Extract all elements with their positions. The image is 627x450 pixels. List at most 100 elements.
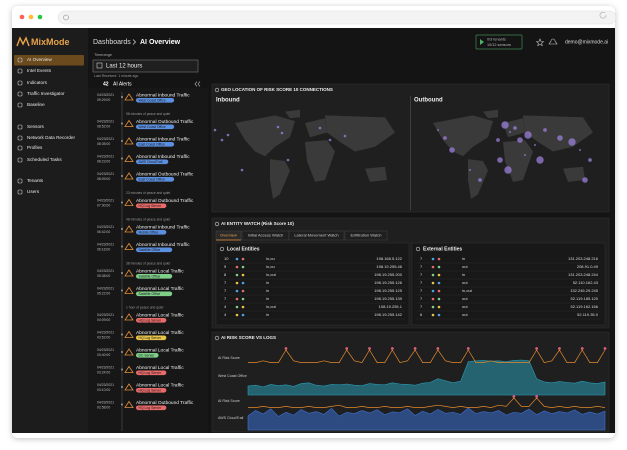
alert-name[interactable]: Abnormal Local Traffic bbox=[136, 268, 184, 274]
nav-item[interactable]: Indicators bbox=[27, 80, 48, 85]
map-dot bbox=[496, 138, 500, 142]
risk-marker[interactable] bbox=[368, 347, 371, 350]
minimize-dot[interactable] bbox=[28, 14, 34, 20]
bell-icon[interactable] bbox=[548, 38, 558, 45]
alert-name[interactable]: Abnormal Inbound Traffic bbox=[136, 136, 190, 142]
nav-item[interactable]: Profiles bbox=[27, 145, 43, 150]
map-dot bbox=[517, 137, 523, 143]
entity-dot bbox=[241, 273, 245, 277]
alert-tag bbox=[136, 335, 167, 341]
url-bar[interactable] bbox=[57, 10, 617, 25]
risk-marker[interactable] bbox=[390, 347, 394, 350]
breadcrumb[interactable]: Dashboards bbox=[93, 39, 131, 46]
risk-marker[interactable] bbox=[284, 347, 288, 350]
alert-tag-label: Satellite Office bbox=[139, 274, 161, 278]
entity-dot bbox=[437, 313, 441, 317]
nav-item[interactable]: Intel Events bbox=[27, 68, 52, 73]
tab[interactable] bbox=[288, 230, 345, 241]
entity-direction: in bbox=[266, 288, 269, 293]
sensors: 10/12 sensors bbox=[487, 43, 511, 47]
star-icon[interactable] bbox=[535, 38, 545, 47]
panel-icon bbox=[214, 221, 220, 227]
logo-icon bbox=[16, 36, 30, 47]
risk-marker[interactable] bbox=[466, 347, 470, 350]
alert-name[interactable]: Abnormal Inbound Traffic bbox=[136, 224, 190, 230]
risk-marker[interactable] bbox=[345, 347, 349, 350]
alert-tag-label: Mobile Office bbox=[139, 230, 159, 234]
alert-title: AI Alerts bbox=[113, 81, 132, 87]
tenant-box[interactable] bbox=[475, 34, 523, 50]
alert-name[interactable]: Abnormal Local Traffic bbox=[136, 382, 184, 388]
alert-time: 09:29:00 bbox=[97, 98, 110, 102]
alert-date: 04/23/2021 bbox=[97, 242, 114, 246]
calendar-icon bbox=[96, 62, 103, 69]
map-dot bbox=[501, 121, 509, 129]
entity-ip: 208.91.0.49 bbox=[577, 264, 599, 269]
map-dot bbox=[318, 126, 322, 130]
collapse-icon[interactable] bbox=[194, 81, 201, 87]
alert-name[interactable]: Abnormal Outbound Traffic bbox=[136, 198, 194, 204]
nav-item[interactable]: Sensors bbox=[27, 124, 45, 129]
alert-tag bbox=[136, 230, 167, 235]
entity-count: 4 bbox=[224, 304, 227, 309]
tab-label: Overview bbox=[220, 233, 237, 238]
entity-direction: in,ou bbox=[266, 256, 275, 261]
alert-name[interactable]: Abnormal Local Traffic bbox=[136, 286, 184, 292]
user[interactable]: demo@mixmode.ai bbox=[565, 39, 608, 45]
alert-name[interactable]: Abnormal Outbound Traffic bbox=[136, 171, 194, 177]
entity-direction: in,ou bbox=[266, 264, 275, 269]
alert-name[interactable]: Abnormal Inbound Traffic bbox=[136, 154, 190, 160]
alert-name[interactable]: Abnormal Outbound Traffic bbox=[136, 400, 194, 406]
table-icon bbox=[415, 246, 421, 252]
nav-icon bbox=[17, 189, 23, 195]
alert-name[interactable]: Abnormal Outbound Traffic bbox=[136, 119, 194, 125]
timeline-dot bbox=[120, 403, 124, 406]
risk-marker[interactable] bbox=[558, 347, 561, 350]
alert-name[interactable]: Abnormal Inbound Traffic bbox=[136, 242, 190, 248]
nav-item[interactable]: Tenants bbox=[27, 178, 44, 183]
alert-name[interactable]: Abnormal Inbound Traffic bbox=[136, 92, 190, 98]
risk-marker[interactable] bbox=[535, 395, 539, 398]
timeline-dot bbox=[120, 122, 124, 125]
timeline-dot bbox=[120, 368, 124, 371]
alert-time: 03:40:00 bbox=[97, 353, 110, 357]
entity-count: 7 bbox=[420, 272, 423, 277]
map-dot bbox=[497, 157, 503, 163]
map-dot bbox=[478, 178, 482, 182]
map-dot bbox=[568, 138, 576, 146]
tab[interactable] bbox=[344, 230, 388, 241]
alert-date: 04/23/2021 bbox=[97, 172, 114, 176]
nav-item[interactable]: Baseline bbox=[27, 102, 45, 107]
map-dot bbox=[543, 128, 547, 132]
entity-direction: out bbox=[462, 280, 468, 285]
timeline-dot bbox=[120, 95, 124, 99]
chart-label: AI Risk Score bbox=[218, 399, 240, 403]
warning-icon bbox=[124, 313, 134, 321]
timeline-dot bbox=[120, 227, 124, 231]
risk-marker[interactable] bbox=[535, 347, 539, 350]
entity-dot bbox=[235, 305, 239, 309]
nav-item[interactable]: Users bbox=[27, 189, 40, 194]
timerange-box[interactable] bbox=[92, 59, 199, 73]
nav-item[interactable]: Scheduled Tasks bbox=[27, 157, 62, 162]
alert-name[interactable]: Abnormal Local Traffic bbox=[136, 365, 184, 371]
risk-marker[interactable] bbox=[512, 395, 516, 398]
risk-marker[interactable] bbox=[413, 347, 417, 350]
risk-marker[interactable] bbox=[436, 347, 440, 350]
nav-item[interactable]: Traffic Investigator bbox=[27, 91, 65, 96]
alert-name[interactable]: Abnormal Local Traffic bbox=[136, 330, 184, 336]
reload-icon[interactable] bbox=[599, 11, 607, 19]
risk-marker[interactable] bbox=[580, 347, 584, 350]
risk-marker[interactable] bbox=[603, 347, 607, 350]
maximize-dot[interactable] bbox=[37, 14, 43, 20]
alert-tag bbox=[136, 203, 167, 209]
close-dot[interactable] bbox=[19, 14, 25, 20]
alert-name[interactable]: Abnormal Local Traffic bbox=[136, 312, 184, 318]
entity-dot bbox=[431, 273, 435, 277]
nav-icon bbox=[17, 157, 23, 163]
nav-item[interactable]: Network Data Recorder bbox=[27, 135, 75, 140]
map-dot bbox=[588, 158, 592, 162]
nav-item[interactable]: AI Overview bbox=[27, 57, 52, 62]
alert-name[interactable]: Abnormal Local Traffic bbox=[136, 347, 184, 353]
